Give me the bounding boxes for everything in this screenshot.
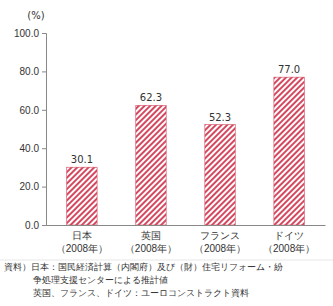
x-axis: 日本 （2008年） 英国 （2008年） フランス （2008年） ドイツ （2008年）: [47, 226, 326, 255]
y-tick-label: 80.0: [20, 66, 40, 77]
x-tick-label: フランス （2008年）: [194, 230, 246, 254]
y-tick: 20.0: [20, 181, 46, 192]
x-tick-label: ドイツ （2008年）: [263, 230, 315, 254]
y-tick-label: 20.0: [20, 181, 40, 192]
x-tick: ドイツ （2008年）: [263, 230, 315, 254]
x-tick-label-line: （2008年）: [125, 243, 177, 254]
x-tick: 英国 （2008年）: [125, 230, 177, 254]
data-labels: 30.1 62.3 52.3 77.0: [71, 64, 300, 165]
x-tick-label: 日本 （2008年）: [56, 230, 108, 254]
data-label: 30.1: [71, 154, 93, 165]
y-tick: 40.0: [20, 143, 46, 154]
x-tick-label-line: ドイツ: [274, 230, 304, 241]
y-axis-line: [42, 34, 47, 226]
y-tick-mark: [42, 225, 46, 226]
y-tick-mark: [42, 33, 46, 34]
y-tick: 80.0: [20, 66, 46, 77]
source-note: 資料）日本：国民経済計算（内閣府）及び（財）住宅リフォーム・紛争処理支援センター…: [4, 262, 283, 298]
x-tick: フランス （2008年）: [194, 230, 246, 254]
x-tick-label-line: 英国: [141, 230, 161, 241]
source-line: 資料）日本：国民経済計算（内閣府）及び（財）住宅リフォーム・紛: [4, 262, 283, 272]
x-tick-label-line: フランス: [200, 230, 240, 241]
data-label: 77.0: [278, 64, 300, 75]
x-tick-label-line: 日本: [72, 230, 92, 241]
bar: [205, 125, 235, 225]
chart: 0.0 20.0 40.0 60.0 80.0 100.0 日本 （2008年） 英国 （2008…: [0, 0, 333, 306]
y-tick-label: 40.0: [20, 143, 40, 154]
bar: [136, 105, 166, 225]
y-tick-label: 100.0: [14, 28, 39, 39]
y-tick-label: 60.0: [20, 105, 40, 116]
data-label: 62.3: [140, 92, 162, 103]
source-line: 英国、フランス、ドイツ：ユーロコンストラクト資料: [33, 288, 249, 298]
separator: [0, 260, 333, 261]
x-tick: 日本 （2008年）: [56, 230, 108, 254]
bar: [274, 77, 304, 225]
y-tick: 100.0: [14, 28, 46, 39]
y-tick: 0.0: [25, 220, 46, 231]
bar: [67, 167, 97, 225]
y-tick-label: 0.0: [25, 220, 39, 231]
y-tick-mark: [42, 71, 46, 72]
y-tick-mark: [42, 187, 46, 188]
y-tick: 60.0: [20, 105, 46, 116]
x-tick-label: 英国 （2008年）: [125, 230, 177, 254]
x-axis-line: [47, 225, 326, 226]
y-tick-mark: [42, 148, 46, 149]
bars: [67, 77, 305, 225]
x-tick-label-line: （2008年）: [56, 243, 108, 254]
y-axis-title: (%): [27, 10, 44, 21]
x-tick-label-line: （2008年）: [263, 243, 315, 254]
data-label: 52.3: [209, 112, 231, 123]
y-tick-mark: [42, 110, 46, 111]
x-tick-label-line: （2008年）: [194, 243, 246, 254]
source-line: 争処理支援センターによる推計値: [33, 275, 168, 285]
y-axis: 0.0 20.0 40.0 60.0 80.0 100.0: [14, 28, 47, 231]
